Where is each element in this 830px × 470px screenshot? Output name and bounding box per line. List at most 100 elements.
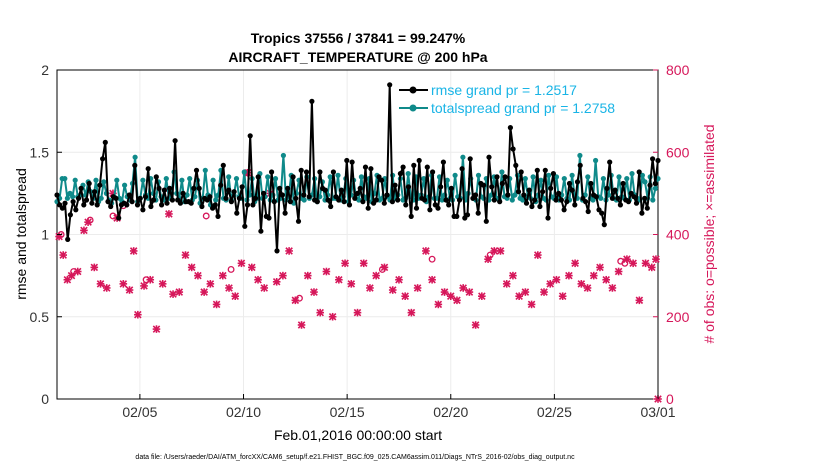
rmse-point (612, 187, 618, 193)
rmse-point (564, 199, 570, 205)
obs-assimilated-marker (478, 292, 486, 300)
rmse-point (180, 190, 186, 196)
x-axis-label: Feb.01,2016 00:00:00 start (274, 427, 442, 443)
rmse-point (140, 207, 146, 213)
obs-assimilated-marker (372, 271, 380, 280)
totalspread-point (98, 195, 104, 201)
rmse-point (545, 215, 551, 221)
rmse-point (188, 200, 194, 206)
totalspread-point (650, 197, 656, 203)
series-lines (54, 82, 661, 254)
y-right-tick-label: 0 (666, 391, 674, 407)
obs-possible-marker (227, 266, 235, 273)
obs-assimilated-marker (434, 300, 443, 309)
rmse-point (553, 197, 559, 203)
rmse-point (105, 199, 111, 205)
y-right-tick-label: 400 (666, 227, 690, 243)
obs-assimilated-marker (316, 308, 324, 317)
obs-assimilated-marker (366, 284, 374, 292)
rmse-point (298, 167, 304, 173)
obs-assimilated-marker (96, 280, 105, 288)
rmse-point (387, 82, 393, 88)
obs-assimilated-marker (502, 280, 511, 288)
rmse-point (473, 192, 479, 198)
chart-title: Tropics 37556 / 37841 = 99.247% (251, 30, 466, 46)
obs-assimilated-marker (422, 247, 430, 255)
obs-possible-marker (378, 266, 386, 273)
y-tick-label: 0.5 (30, 309, 50, 325)
totalspread-point (522, 176, 528, 182)
rmse-point (443, 197, 449, 203)
obs-assimilated-marker (165, 210, 173, 218)
rmse-point (266, 215, 272, 221)
obs-assimilated-marker (353, 308, 362, 317)
rmse-point (231, 189, 237, 195)
obs-assimilated-marker (388, 286, 397, 294)
rmse-point (62, 200, 68, 206)
rmse-point (518, 169, 524, 175)
y-tick-label: 0 (41, 391, 49, 407)
obs-assimilated-marker (158, 280, 167, 288)
rmse-point (54, 192, 60, 198)
rmse-point (448, 185, 454, 191)
rmse-point (314, 199, 320, 205)
totalspread-point (639, 172, 646, 178)
rmse-point (556, 190, 562, 196)
obs-assimilated-marker (297, 321, 306, 329)
rmse-point (97, 182, 103, 188)
obs-assimilated-marker (279, 271, 287, 280)
obs-assimilated-marker (552, 275, 561, 284)
y-axis-label-right: # of obs: o=possible; ×=assimilated (701, 124, 717, 343)
obs-assimilated-marker (521, 288, 530, 296)
rmse-point (507, 125, 513, 131)
totalspread-point (598, 195, 604, 201)
chart-subtitle: AIRCRAFT_TEMPERATURE @ 200 hPa (228, 49, 487, 65)
rmse-point (574, 179, 581, 185)
obs-assimilated-marker (635, 296, 644, 305)
rmse-point (338, 187, 344, 193)
rmse-point (309, 98, 315, 104)
totalspread-point (280, 152, 286, 159)
x-tick-label: 02/10 (226, 404, 261, 420)
rmse-point (223, 195, 229, 201)
obs-assimilated-marker (90, 263, 99, 272)
rmse-point (346, 202, 353, 208)
x-axis: 02/05 02/10 02/15 02/20 02/25 03/01 (122, 394, 676, 420)
totalspread-point (210, 177, 216, 183)
rmse-point (148, 203, 154, 210)
rmse-point (532, 197, 538, 203)
rmse-point (424, 164, 430, 170)
rmse-point (70, 199, 76, 205)
totalspread-point (553, 174, 560, 180)
obs-assimilated-marker (496, 247, 505, 255)
rmse-point (542, 167, 548, 173)
obs-assimilated-marker (254, 275, 262, 284)
totalspread-point (301, 197, 307, 203)
rmse-point (252, 195, 259, 201)
rmse-point (164, 200, 170, 206)
obs-assimilated-marker (285, 247, 293, 255)
obs-assimilated-marker (652, 255, 660, 263)
obs-assimilated-marker (614, 267, 623, 276)
rmse-point (397, 171, 403, 177)
obs-assimilated-marker (558, 292, 567, 300)
obs-assimilated-marker (471, 321, 480, 329)
rmse-point (435, 205, 441, 211)
totalspread-point (335, 172, 341, 178)
obs-assimilated-marker (347, 280, 356, 288)
totalspread-point (538, 177, 544, 183)
obs-assimilated-marker (152, 325, 161, 333)
rmse-point (650, 156, 656, 162)
rmse-point (285, 185, 291, 191)
obs-assimilated-marker (328, 312, 337, 321)
totalspread-point (272, 176, 279, 182)
obs-possible-marker (486, 251, 494, 259)
obs-possible-marker (109, 212, 117, 220)
rmse-point (282, 210, 288, 216)
obs-assimilated-marker (310, 288, 318, 296)
rmse-point (609, 195, 616, 201)
rmse-point (328, 203, 334, 210)
obs-possible-marker (142, 276, 150, 284)
rmse-point (481, 182, 487, 188)
rmse-point (142, 194, 149, 200)
